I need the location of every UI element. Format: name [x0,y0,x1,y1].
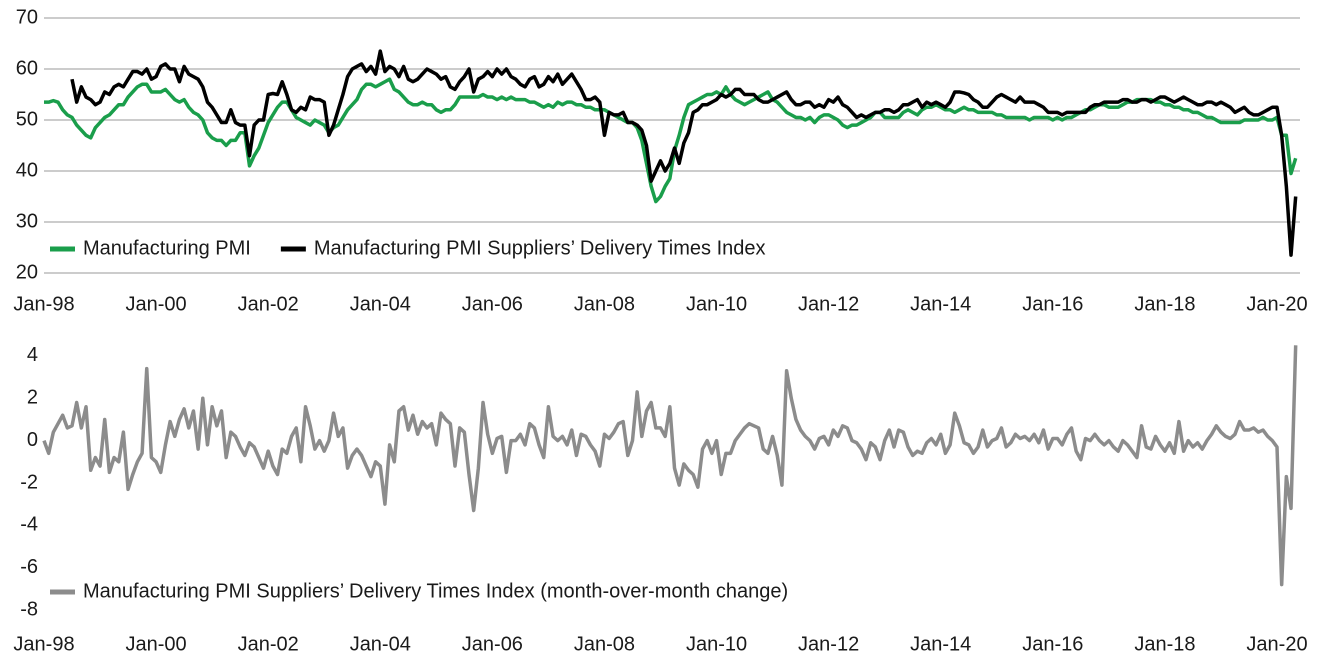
x-tick-label: Jan-16 [1022,633,1083,655]
series-line [44,77,1298,204]
y-tick-label: 50 [16,108,38,130]
y-tick-label: 70 [16,6,38,28]
series-line [42,345,1298,587]
x-tick-label: Jan-08 [574,633,635,655]
x-tick-label: Jan-10 [686,293,747,315]
x-tick-label: Jan-02 [238,293,299,315]
y-tick-label: 20 [16,261,38,283]
x-tick-label: Jan-18 [1134,633,1195,655]
x-tick-label: Jan-18 [1134,293,1195,315]
x-tick-label: Jan-00 [126,633,187,655]
y-tick-label: 4 [27,344,38,366]
x-tick-label: Jan-04 [350,293,411,315]
y-tick-label: 30 [16,210,38,232]
x-tick-label: Jan-00 [126,293,187,315]
x-tick-label: Jan-12 [798,293,859,315]
x-tick-label: Jan-12 [798,633,859,655]
x-tick-label: Jan-16 [1022,293,1083,315]
legend-label: Manufacturing PMI Suppliers’ Delivery Ti… [83,580,788,602]
legend-label: Manufacturing PMI [83,237,251,259]
series-line [70,49,1298,257]
x-tick-label: Jan-04 [350,633,411,655]
legend-label: Manufacturing PMI Suppliers’ Delivery Ti… [314,237,766,259]
x-tick-label: Jan-10 [686,633,747,655]
x-tick-label: Jan-98 [13,633,74,655]
x-tick-label: Jan-20 [1246,293,1307,315]
y-tick-label: 60 [16,57,38,79]
y-tick-label: 0 [27,429,38,451]
y-tick-label: -2 [20,471,38,493]
x-tick-label: Jan-14 [910,293,971,315]
y-tick-label: 40 [16,159,38,181]
y-tick-label: 2 [27,387,38,409]
x-tick-label: Jan-06 [462,293,523,315]
y-tick-label: -8 [20,598,38,620]
y-tick-label: -6 [20,556,38,578]
x-tick-label: Jan-02 [238,633,299,655]
x-tick-label: Jan-20 [1246,633,1307,655]
x-tick-label: Jan-14 [910,633,971,655]
y-tick-label: -4 [20,514,38,536]
x-tick-label: Jan-98 [13,293,74,315]
x-tick-label: Jan-06 [462,633,523,655]
x-tick-label: Jan-08 [574,293,635,315]
